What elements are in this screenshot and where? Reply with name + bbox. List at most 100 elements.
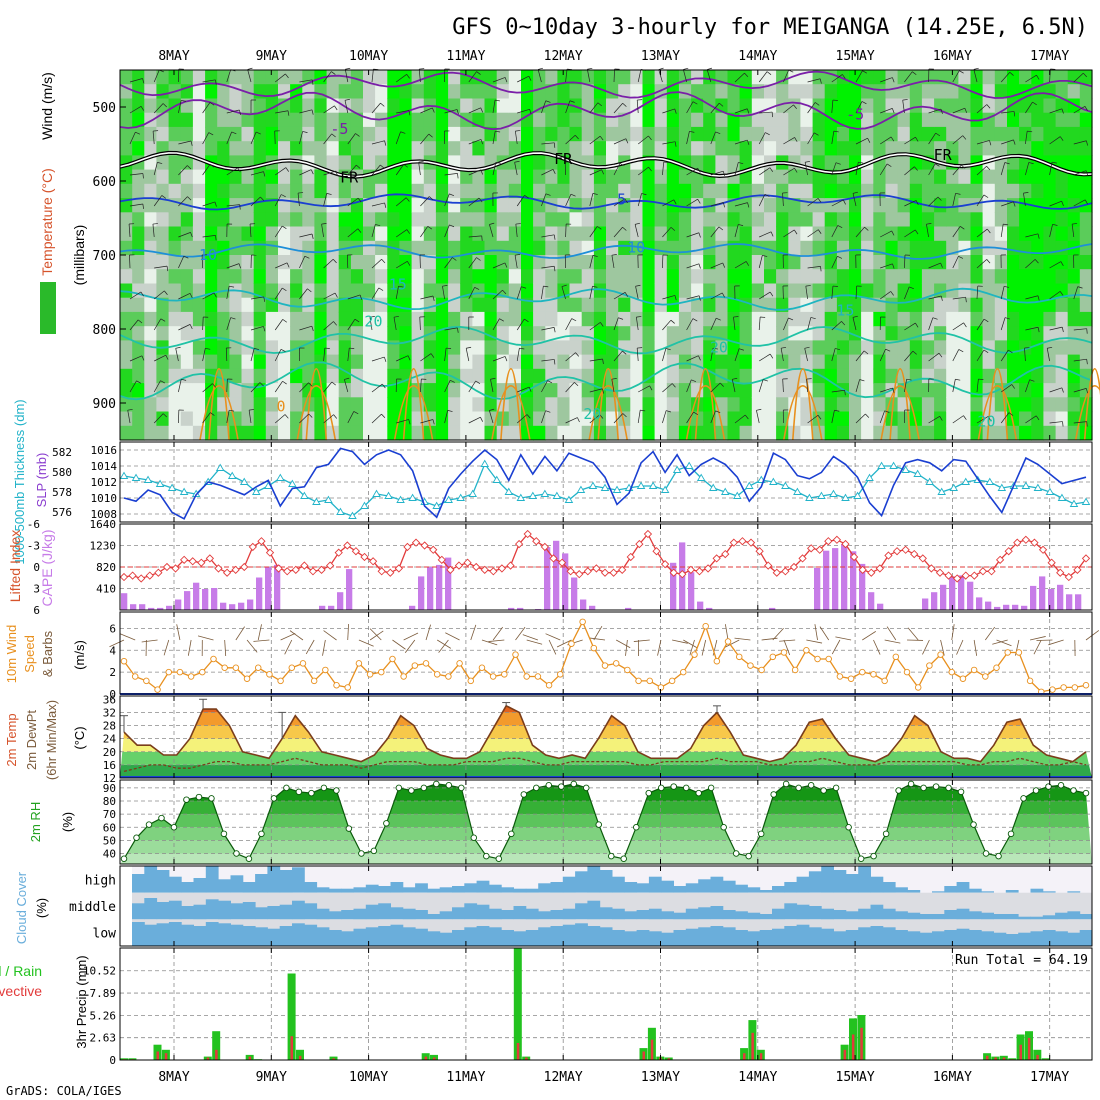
wind-barb [952, 296, 966, 300]
wind-barb [855, 101, 863, 114]
rh-cell [946, 84, 959, 99]
rh-cell [1067, 311, 1081, 327]
wind-barb [468, 257, 477, 269]
thickness-marker [312, 497, 321, 505]
convective-precip-bar [248, 1056, 252, 1060]
wind-barb [420, 353, 432, 362]
wind-barb-flag [474, 287, 480, 290]
wind-barb-flag [635, 222, 641, 225]
rh-cell [764, 311, 777, 327]
rh-cell [1079, 326, 1093, 341]
cloud-cover-low-bar [378, 926, 391, 946]
wind-barb-flag [739, 348, 744, 351]
wind-barb [686, 167, 698, 176]
wind-barb [420, 133, 430, 145]
wind-barb [904, 200, 917, 207]
wind-barb [952, 164, 962, 176]
rh-cell [521, 368, 534, 384]
cape-plume-contour [491, 385, 531, 441]
lifted-index-marker [858, 565, 867, 575]
rh-cell [229, 397, 243, 413]
wind-barb [734, 202, 748, 207]
lifted-index-marker [721, 549, 730, 559]
rh-cell [338, 70, 352, 85]
2m-rh-marker [208, 795, 215, 802]
wind-barb-flag [457, 327, 459, 333]
rh-cell [120, 226, 133, 242]
wind-barb [395, 131, 401, 145]
rh-cell [776, 283, 789, 299]
rh-cell [812, 383, 826, 398]
wind-barb [541, 168, 554, 176]
rh-cell [472, 397, 486, 413]
rh-cell [1007, 226, 1020, 242]
rh-cell [545, 84, 559, 99]
rh-cell [448, 340, 461, 356]
cloud-cover-low-bar [796, 924, 810, 946]
cloud-cover-high-bar [784, 882, 798, 893]
cloud-cover-high-bar [722, 880, 736, 893]
rh-cell [1019, 212, 1032, 228]
10m-wind-barb [545, 633, 561, 641]
rh-cell [970, 397, 984, 413]
wind-barb-flag [611, 254, 617, 256]
rh-cell [460, 226, 473, 242]
cloud-cover-middle-bar [612, 908, 625, 920]
wind-barb [855, 162, 859, 176]
cloud-cover-high-bar [624, 882, 638, 893]
rh-cell [885, 141, 899, 156]
cloud-cover-high-bar [808, 871, 822, 893]
rh-cell [363, 383, 376, 398]
lifted-index-marker [807, 544, 816, 553]
rh-cell [958, 297, 972, 313]
rh-cell [180, 269, 194, 284]
rh-cell [472, 155, 486, 171]
wind-barb-flag [963, 415, 967, 420]
cape-bar [769, 607, 776, 610]
wind-barb [1025, 379, 1030, 393]
wind-barb [636, 348, 639, 362]
rh-cell [885, 255, 899, 270]
rh-cell [533, 169, 546, 185]
rh-cell [521, 340, 534, 356]
rh-cell [363, 183, 376, 199]
wind-barb [153, 69, 160, 83]
rh-cell [363, 340, 376, 356]
thickness-marker [708, 483, 718, 491]
2m-rh-marker [295, 788, 303, 796]
rh-cell [423, 425, 437, 441]
rh-cell [496, 311, 510, 327]
rh-cell [472, 212, 486, 228]
rh-cell [666, 212, 680, 228]
wind-barb-flag [601, 169, 605, 175]
10m-wind-barb [835, 636, 852, 641]
rh-cell [751, 198, 765, 213]
wind-barb-flag [282, 319, 287, 323]
rh-cell [1043, 183, 1057, 199]
rh-cell [533, 383, 546, 398]
cloud-cover-middle-bar [550, 910, 564, 920]
wind-barb-flag [745, 261, 750, 266]
wind-barb-flag [1085, 170, 1089, 176]
rh-cell [192, 183, 206, 199]
rh-cell [788, 326, 802, 341]
rh-cell [1043, 283, 1057, 299]
cape-plume-contour [977, 385, 1018, 441]
cape-ylabel: CAPE (J/kg) [39, 529, 55, 606]
thickness-marker [1021, 481, 1031, 489]
rh-cell [1055, 368, 1069, 384]
lifted-index-marker [755, 547, 764, 556]
rh-band [120, 801, 1092, 815]
rh-cell [994, 226, 1008, 242]
rh-cell [363, 354, 376, 370]
wind-barb-flag [1061, 108, 1064, 114]
rh-cell [824, 425, 838, 441]
rh-cell [241, 269, 255, 284]
rh-cell [581, 212, 595, 228]
wind-barb [202, 132, 210, 145]
cape-bar [967, 581, 974, 610]
credit-label: GrADS: COLA/IGES [6, 1084, 122, 1098]
thickness-marker [324, 495, 333, 503]
rh-cell [278, 269, 291, 284]
rh-cell [229, 198, 243, 213]
